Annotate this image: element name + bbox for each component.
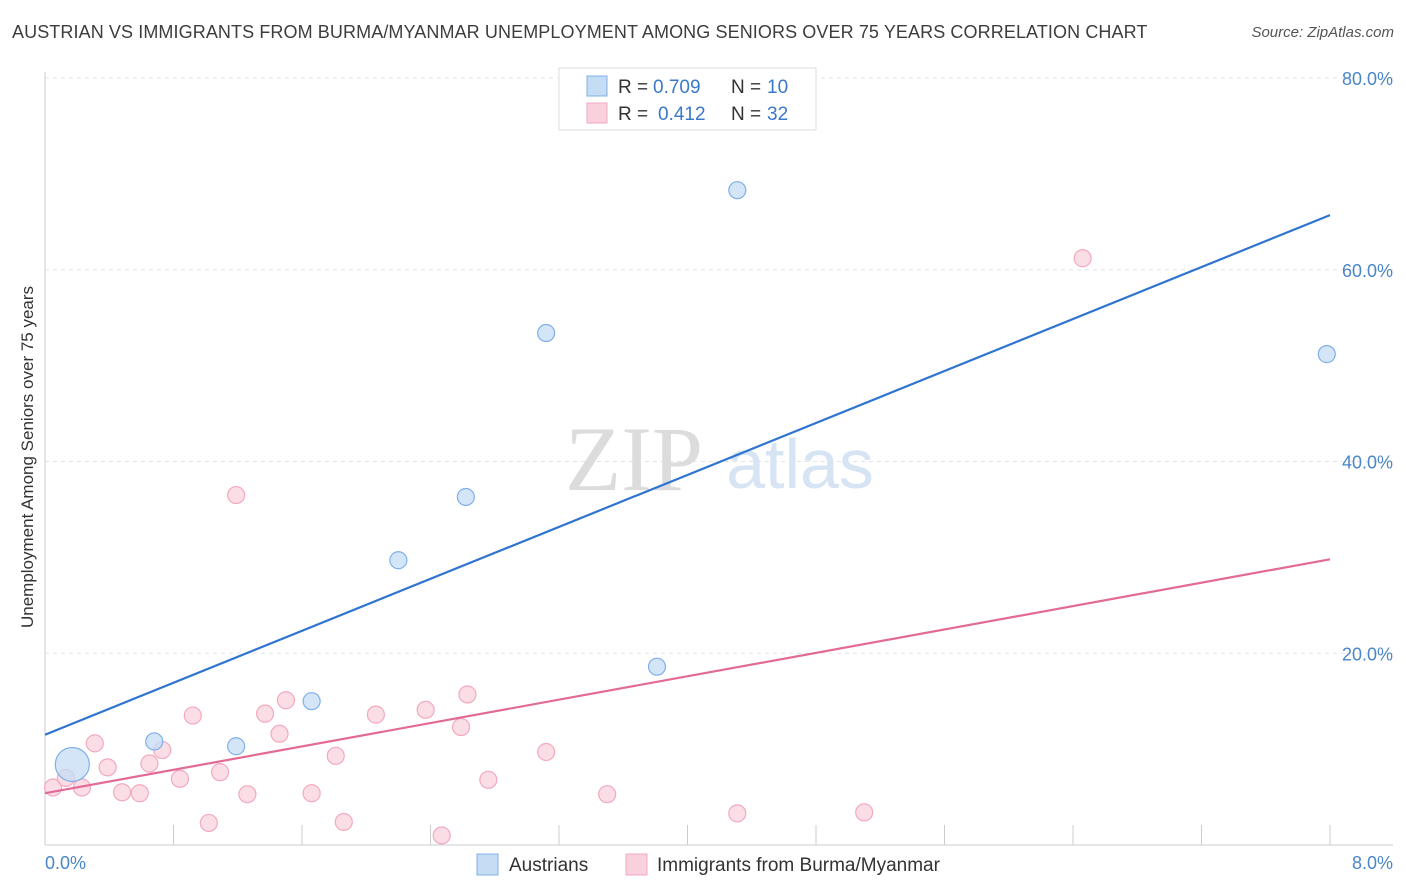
burma-point [210, 763, 230, 782]
burma-point [199, 813, 218, 833]
series-legend-label-burma: Immigrants from Burma/Myanmar [657, 855, 941, 876]
y-tick-labels: 20.0% 40.0% 60.0% 80.0% [1342, 69, 1393, 664]
series-legend-swatch-austrians [476, 853, 499, 876]
burma-point [270, 724, 289, 743]
austrians-point [1317, 345, 1336, 364]
burma-point [458, 685, 477, 704]
legend-swatch-austrians [586, 75, 608, 97]
burma-point [112, 783, 132, 802]
burma-point [451, 717, 471, 737]
burma-point [537, 742, 556, 762]
austrians-point [227, 737, 246, 756]
burma-point [366, 705, 385, 724]
austrians-point [647, 657, 667, 676]
austrians-point [389, 551, 408, 570]
burma-point [1073, 249, 1092, 268]
series-legend-label-austrians: Austrians [509, 855, 588, 876]
x-tick-label-min: 0.0% [45, 853, 86, 873]
legend-r-label-burma: R = [618, 104, 648, 125]
burma-point [598, 785, 617, 804]
y-tick-label: 40.0% [1342, 453, 1393, 473]
austrians-point [537, 323, 556, 343]
burma-point [302, 784, 321, 803]
burma-point [130, 784, 149, 803]
burma-point [855, 803, 874, 822]
burma-point [255, 704, 275, 723]
series-legend-swatch-burma [625, 853, 648, 876]
burma-point [416, 700, 435, 719]
burma-point [183, 706, 202, 725]
austrians-point [54, 746, 90, 783]
legend-n-label-austrians: N = [731, 77, 761, 98]
trend-lines [44, 214, 1331, 795]
austrians-point [728, 181, 747, 200]
austrians-point [302, 692, 321, 711]
watermark-zip: ZIP [565, 408, 703, 510]
y-tick-label: 20.0% [1342, 644, 1393, 664]
axes [44, 72, 1393, 846]
chart-source: Source: ZipAtlas.com [1251, 24, 1394, 41]
burma-point [276, 691, 296, 710]
x-tick-label-max: 8.0% [1352, 853, 1393, 873]
y-tick-label: 80.0% [1342, 69, 1393, 89]
legend-swatch-burma [586, 102, 608, 124]
legend-r-label-austrians: R = [618, 77, 648, 98]
legend-n-value-austrians: 10 [767, 77, 788, 98]
austrians-point [456, 487, 475, 507]
y-axis-label: Unemployment Among Seniors over 75 years [18, 286, 37, 628]
legend-n-label-burma: N = [731, 104, 761, 125]
stats-legend: R = 0.709 N = 10 R = 0.412 N = 32 [558, 67, 817, 131]
x-tick-marks [173, 825, 1331, 845]
burma-point [326, 746, 345, 765]
watermark: ZIP atlas [565, 408, 874, 510]
burma-trend-line [44, 558, 1331, 795]
burma-point [140, 754, 159, 773]
series-legend: Austrians Immigrants from Burma/Myanmar [476, 853, 941, 876]
burma-point [170, 769, 190, 788]
burma-point [238, 785, 257, 804]
y-tick-label: 60.0% [1342, 261, 1393, 281]
legend-r-value-burma: 0.412 [658, 104, 706, 125]
gridlines [45, 77, 1393, 654]
austrians-point [145, 732, 164, 751]
burma-point [432, 826, 451, 845]
burma-point [334, 812, 353, 832]
burma-point [85, 734, 104, 753]
watermark-atlas: atlas [726, 425, 874, 503]
chart-title: AUSTRIAN VS IMMIGRANTS FROM BURMA/MYANMA… [12, 22, 1148, 42]
burma-point [227, 485, 246, 505]
legend-r-value-austrians: 0.709 [653, 77, 701, 98]
austrians-trend-line [44, 214, 1331, 736]
legend-n-value-burma: 32 [767, 104, 788, 125]
burma-point [479, 770, 498, 789]
data-points [43, 181, 1336, 845]
burma-point [98, 758, 117, 777]
burma-point [728, 804, 747, 823]
